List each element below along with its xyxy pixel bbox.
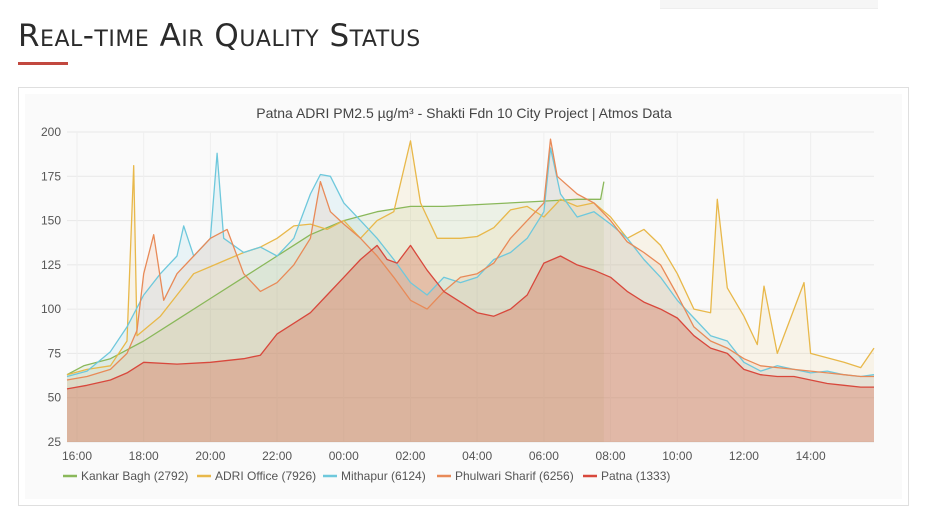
top-strip xyxy=(660,0,878,9)
page-heading: Real-time Air Quality Status xyxy=(18,18,421,54)
series-area-4 xyxy=(67,245,874,442)
chart-background xyxy=(25,94,902,499)
series-area-1 xyxy=(67,140,874,442)
x-tick-label: 16:00 xyxy=(62,449,92,463)
x-tick-label: 04:00 xyxy=(462,449,492,463)
x-tick-label: 08:00 xyxy=(596,449,626,463)
series-line-1[interactable] xyxy=(66,140,875,376)
series-line-4[interactable] xyxy=(66,244,874,390)
legend-item[interactable]: ADRI Office (7926) xyxy=(197,469,316,483)
legend-item[interactable]: Mithapur (6124) xyxy=(323,469,426,483)
y-tick-label: 25 xyxy=(48,435,62,449)
x-tick-label: 02:00 xyxy=(395,449,425,463)
series-area-0 xyxy=(67,181,604,442)
y-tick-label: 150 xyxy=(41,214,61,228)
legend-label: Mithapur (6124) xyxy=(341,469,426,483)
chart-title: Patna ADRI PM2.5 µg/m³ - Shakti Fdn 10 C… xyxy=(256,105,672,121)
x-tick-label: 12:00 xyxy=(729,449,759,463)
legend-label: ADRI Office (7926) xyxy=(215,469,316,483)
x-tick-label: 06:00 xyxy=(529,449,559,463)
chart-card: Patna ADRI PM2.5 µg/m³ - Shakti Fdn 10 C… xyxy=(18,87,909,506)
legend-label: Kankar Bagh (2792) xyxy=(81,469,188,483)
heading-underline xyxy=(18,62,68,65)
chart-svg: Patna ADRI PM2.5 µg/m³ - Shakti Fdn 10 C… xyxy=(25,94,902,499)
y-tick-label: 75 xyxy=(48,346,62,360)
x-tick-label: 22:00 xyxy=(262,449,292,463)
x-tick-label: 00:00 xyxy=(329,449,359,463)
y-tick-label: 200 xyxy=(41,125,61,139)
legend-item[interactable]: Phulwari Sharif (6256) xyxy=(437,469,574,483)
series-area-3 xyxy=(67,139,874,442)
series-line-3[interactable] xyxy=(66,138,874,381)
legend-item[interactable]: Kankar Bagh (2792) xyxy=(63,469,188,483)
legend-label: Patna (1333) xyxy=(601,469,670,483)
x-tick-label: 14:00 xyxy=(796,449,826,463)
series-area-2 xyxy=(67,147,874,442)
y-tick-label: 125 xyxy=(41,258,61,272)
x-tick-label: 20:00 xyxy=(195,449,225,463)
x-tick-label: 10:00 xyxy=(662,449,692,463)
x-tick-label: 18:00 xyxy=(129,449,159,463)
legend-item[interactable]: Patna (1333) xyxy=(583,469,670,483)
y-tick-label: 100 xyxy=(41,302,61,316)
y-tick-label: 50 xyxy=(48,391,62,405)
y-tick-label: 175 xyxy=(41,169,61,183)
legend-label: Phulwari Sharif (6256) xyxy=(455,469,574,483)
